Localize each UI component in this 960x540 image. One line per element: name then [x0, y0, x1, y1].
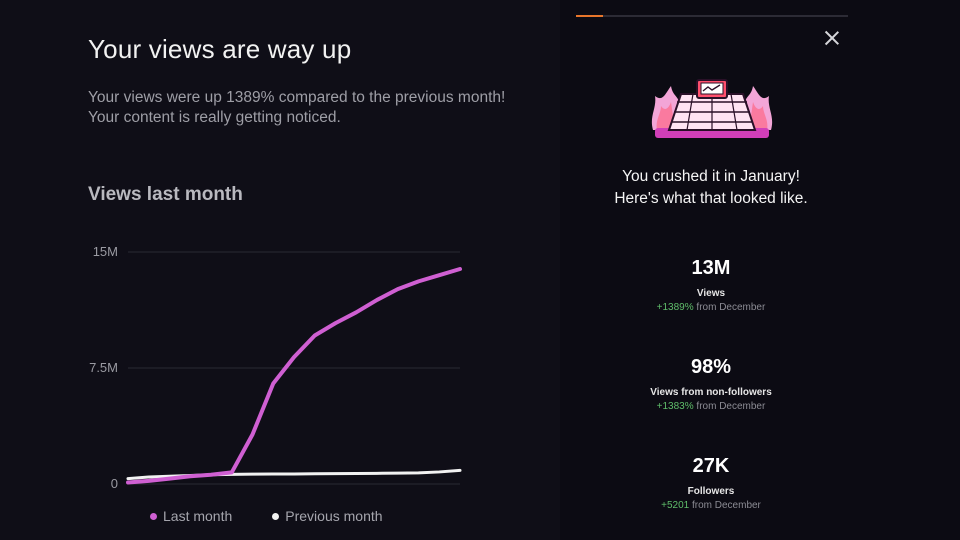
headline-line-2: Here's what that looked like.: [614, 190, 808, 207]
headline-line-1: You crushed it in January!: [622, 168, 800, 185]
stat-label: Views: [696, 288, 726, 299]
story-progress-fill: [576, 15, 604, 17]
stat-label: Views from non-followers: [650, 387, 772, 398]
chart-series: [126, 267, 462, 485]
stat-change-value: +1389%: [656, 302, 694, 313]
legend-dot-last-month: [150, 512, 157, 520]
stat-value: 98%: [690, 356, 732, 378]
y-tick-label: 15M: [93, 244, 118, 259]
stat-change-suffix: from December: [696, 401, 766, 412]
series-line-last-month: [126, 267, 462, 485]
story-panel: [560, 0, 960, 540]
stat-change-suffix: from December: [696, 302, 766, 313]
legend-item-last-month: Last month: [150, 508, 232, 524]
stat-change-value: +1383%: [656, 401, 694, 412]
stat-change: +1383% from December: [580, 401, 842, 412]
page-title: Your views are way up: [88, 34, 352, 64]
stat-label: Followers: [687, 486, 735, 497]
legend-label-last-month: Last month: [163, 508, 233, 524]
chart-legend: Last month Previous month: [150, 508, 383, 524]
stat-change-value: +5201: [661, 500, 690, 511]
story-progress-bar: [576, 15, 848, 17]
y-axis-ticks: 0 7.5M 15M: [89, 244, 118, 491]
page-subtitle: Your views were up 1389% compared to the…: [88, 89, 506, 126]
legend-item-previous-month: Previous month: [272, 508, 383, 524]
insights-panel: Your views are way up Your views were up…: [88, 34, 506, 524]
chart-heading: Views last month: [88, 184, 243, 205]
legend-dot-previous-month: [272, 512, 280, 520]
stat-change-suffix: from December: [691, 500, 761, 511]
flaming-stage-icon: [651, 79, 773, 138]
chart-grid: [128, 251, 460, 485]
close-icon[interactable]: [822, 28, 842, 48]
stat-followers: 27K Followers +5201 from December: [580, 454, 842, 511]
y-tick-label: 0: [111, 476, 118, 491]
stat-change: +1389% from December: [580, 302, 842, 313]
views-line-chart: 0 7.5M 15M: [89, 244, 462, 491]
stat-value: 13M: [691, 257, 731, 279]
y-tick-label: 7.5M: [89, 360, 118, 375]
stat-change: +5201 from December: [580, 500, 842, 511]
legend-label-previous-month: Previous month: [285, 508, 383, 524]
stat-value: 27K: [692, 455, 730, 477]
stat-non-follower-views: 98% Views from non-followers +1383% from…: [580, 355, 842, 412]
story-headline: You crushed it in January! Here's what t…: [580, 166, 842, 210]
stat-views: 13M Views +1389% from December: [580, 256, 842, 313]
